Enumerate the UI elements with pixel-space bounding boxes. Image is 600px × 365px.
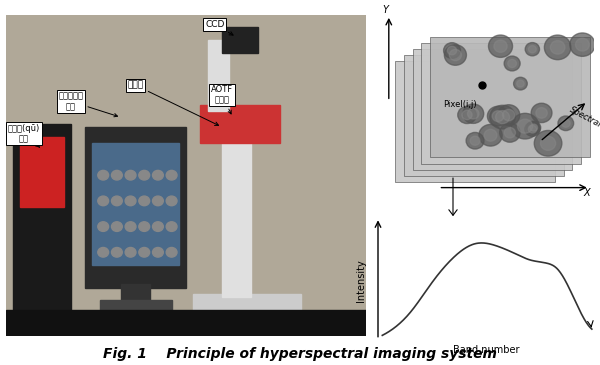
Circle shape <box>112 170 122 180</box>
Circle shape <box>514 77 527 90</box>
Circle shape <box>534 130 562 156</box>
Circle shape <box>166 196 177 206</box>
Bar <box>13 124 71 310</box>
Polygon shape <box>430 37 590 158</box>
Circle shape <box>152 247 163 257</box>
Bar <box>92 143 179 265</box>
Circle shape <box>504 56 520 71</box>
Circle shape <box>575 38 589 51</box>
Circle shape <box>166 222 177 231</box>
Bar <box>208 40 229 111</box>
Circle shape <box>125 170 136 180</box>
Text: Band number: Band number <box>453 345 519 356</box>
Polygon shape <box>421 43 581 164</box>
Circle shape <box>445 45 466 65</box>
Bar <box>20 137 64 207</box>
Circle shape <box>125 247 136 257</box>
Text: Fig. 1    Principle of hyperspectral imaging system: Fig. 1 Principle of hyperspectral imagin… <box>103 347 497 361</box>
Polygon shape <box>395 61 555 182</box>
Text: Y: Y <box>382 5 388 15</box>
Circle shape <box>152 196 163 206</box>
Text: Spectral: Spectral <box>568 105 600 129</box>
Bar <box>200 104 280 143</box>
Bar <box>222 27 258 53</box>
Circle shape <box>504 127 515 138</box>
Circle shape <box>536 108 547 118</box>
Bar <box>100 300 172 313</box>
Circle shape <box>503 110 515 121</box>
Circle shape <box>562 119 570 127</box>
Circle shape <box>125 196 136 206</box>
Circle shape <box>139 196 149 206</box>
Circle shape <box>449 49 461 61</box>
Circle shape <box>531 103 552 123</box>
Bar <box>85 127 186 288</box>
Polygon shape <box>404 55 564 176</box>
Circle shape <box>139 222 149 231</box>
Circle shape <box>527 121 541 134</box>
Circle shape <box>500 123 520 142</box>
Circle shape <box>492 111 504 122</box>
Circle shape <box>112 247 122 257</box>
Circle shape <box>525 122 540 136</box>
Circle shape <box>494 40 507 52</box>
Circle shape <box>517 80 524 87</box>
Circle shape <box>463 104 484 123</box>
Circle shape <box>487 106 509 126</box>
Circle shape <box>488 35 512 57</box>
Circle shape <box>525 43 539 56</box>
Circle shape <box>497 105 520 125</box>
Circle shape <box>479 124 502 146</box>
Text: 計算機和采
集卡: 計算機和采 集卡 <box>58 92 118 117</box>
Circle shape <box>98 196 109 206</box>
Circle shape <box>166 247 177 257</box>
Circle shape <box>139 170 149 180</box>
Text: X: X <box>583 188 590 197</box>
Polygon shape <box>413 49 572 169</box>
Circle shape <box>529 46 536 53</box>
Circle shape <box>98 222 109 231</box>
Circle shape <box>152 170 163 180</box>
Circle shape <box>467 108 479 119</box>
Circle shape <box>166 170 177 180</box>
Circle shape <box>558 116 574 131</box>
Circle shape <box>517 119 533 133</box>
Text: Pixel(i,j): Pixel(i,j) <box>443 100 476 109</box>
Bar <box>121 284 150 304</box>
Text: 射頻驅(qū)
動器: 射頻驅(qū) 動器 <box>8 124 40 147</box>
Circle shape <box>570 33 595 56</box>
Circle shape <box>541 136 556 150</box>
Text: AOTF
分光計: AOTF 分光計 <box>211 85 233 114</box>
Circle shape <box>98 247 109 257</box>
Circle shape <box>458 106 476 123</box>
Circle shape <box>139 247 149 257</box>
Circle shape <box>98 170 109 180</box>
Circle shape <box>528 125 536 133</box>
Circle shape <box>112 222 122 231</box>
Circle shape <box>466 132 484 149</box>
Circle shape <box>112 196 122 206</box>
Circle shape <box>484 129 497 141</box>
Circle shape <box>448 46 457 55</box>
Circle shape <box>530 124 538 131</box>
Text: CCD: CCD <box>205 20 233 35</box>
Circle shape <box>462 110 472 120</box>
Circle shape <box>550 41 565 54</box>
Text: Intensity: Intensity <box>356 259 366 301</box>
Bar <box>6 310 366 336</box>
Circle shape <box>443 43 460 58</box>
Circle shape <box>544 35 571 60</box>
Circle shape <box>470 136 480 145</box>
Circle shape <box>508 59 517 68</box>
Circle shape <box>511 113 539 139</box>
Text: 顯微鏡: 顯微鏡 <box>128 81 218 126</box>
Bar <box>193 294 301 320</box>
Circle shape <box>125 222 136 231</box>
Bar <box>222 120 251 297</box>
Circle shape <box>152 222 163 231</box>
Circle shape <box>496 111 509 124</box>
Circle shape <box>490 105 515 129</box>
